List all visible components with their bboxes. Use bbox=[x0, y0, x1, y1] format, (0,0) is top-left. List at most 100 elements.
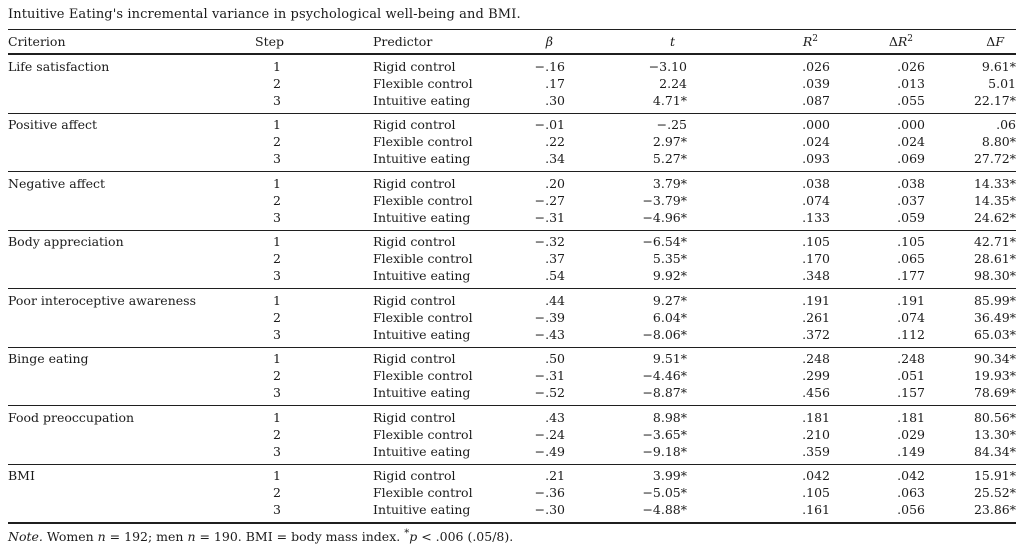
step-cell: 3 bbox=[255, 267, 373, 289]
predictor-cell: Intuitive eating bbox=[373, 501, 515, 524]
beta-cell: −.39 bbox=[534, 309, 565, 325]
beta-cell: .30 bbox=[515, 91, 565, 114]
delta-r2-cell: .248 bbox=[897, 351, 925, 366]
note-text: < .006 (.05/8). bbox=[417, 529, 514, 544]
beta-cell: .17 bbox=[545, 75, 565, 91]
col-header-delta-f: ΔF bbox=[925, 29, 1016, 55]
predictor-cell: Intuitive eating bbox=[373, 91, 515, 114]
table-row: 3 Intuitive eating −.43 −8.06* .372.112 65.03… bbox=[8, 325, 1016, 348]
predictor-cell: Intuitive eating bbox=[373, 267, 515, 289]
beta-cell: .22 bbox=[545, 134, 565, 149]
t-cell: 2.97* bbox=[652, 134, 687, 149]
r2-cell: .170 bbox=[802, 251, 830, 266]
table-row: Food preoccupation 1 Rigid control .43 8.98*… bbox=[8, 406, 1016, 426]
criterion-cell bbox=[8, 250, 255, 267]
table-row: 2 Flexible control −.31 −4.46* .299 .051 19.93… bbox=[8, 367, 1016, 384]
beta-cell: .34 bbox=[515, 150, 565, 172]
p-symbol: p bbox=[409, 529, 418, 544]
beta-cell: −.24 bbox=[534, 426, 565, 442]
r2-cell: .181 bbox=[802, 409, 830, 425]
beta-cell: .44 bbox=[545, 292, 565, 308]
beta-cell: .54 bbox=[515, 267, 565, 289]
predictor-cell: Intuitive eating bbox=[373, 325, 515, 348]
r2-cell: .087 bbox=[687, 91, 830, 114]
delta-r2-cell: .063 bbox=[897, 485, 925, 500]
step-cell: 2 bbox=[273, 251, 281, 266]
predictor-cell: Flexible control bbox=[373, 134, 473, 149]
t-cell: −.25 bbox=[656, 117, 687, 132]
delta-r2-cell: .029 bbox=[897, 426, 925, 442]
delta-f-cell: 9.61* bbox=[981, 58, 1016, 74]
criterion-cell: Positive affect bbox=[8, 117, 98, 132]
beta-cell: .50 bbox=[545, 351, 565, 366]
criterion-cell bbox=[8, 91, 255, 114]
delta-r2-cell: .013 bbox=[897, 75, 925, 91]
r2-cell: .038 bbox=[802, 175, 830, 191]
header-row: Criterion Step Predictor β t R2 ΔR2 ΔF bbox=[8, 29, 1016, 55]
delta-f-cell: 15.91* bbox=[973, 468, 1016, 483]
criterion-cell bbox=[8, 325, 255, 348]
criterion-cell bbox=[8, 309, 255, 326]
t-cell: 9.92* bbox=[565, 267, 687, 289]
predictor-cell: Intuitive eating bbox=[373, 208, 515, 231]
step-cell: 1 bbox=[273, 175, 281, 191]
criterion-cell bbox=[8, 208, 255, 231]
criterion-cell bbox=[8, 484, 255, 501]
beta-cell: .37 bbox=[545, 251, 565, 266]
t-cell: −4.96* bbox=[565, 208, 687, 231]
beta-cell: .20 bbox=[545, 175, 565, 191]
t-cell: −3.79* bbox=[642, 192, 687, 208]
note-text: Women bbox=[42, 529, 98, 544]
t-cell: −3.65* bbox=[642, 426, 687, 442]
t-cell: 9.51* bbox=[652, 351, 687, 366]
criterion-cell: Poor interoceptive awareness bbox=[8, 292, 196, 308]
r2-cell: .348 bbox=[687, 267, 830, 289]
table-row: 3 Intuitive eating .34 5.27* .093.069 27.72* bbox=[8, 150, 1016, 172]
predictor-cell: Intuitive eating bbox=[373, 384, 515, 406]
table-row: 3 Intuitive eating −.30 −4.88* .161.056 23.86… bbox=[8, 501, 1016, 524]
r2-cell: .093 bbox=[687, 150, 830, 172]
beta-cell: −.43 bbox=[515, 325, 565, 348]
t-cell: −3.10 bbox=[648, 58, 687, 74]
predictor-cell: Intuitive eating bbox=[373, 150, 515, 172]
table-row: 2 Flexible control .17 2.24 .039 .013 5.01 bbox=[8, 75, 1016, 92]
table-row: Binge eating 1 Rigid control .50 9.51* .248 .2… bbox=[8, 347, 1016, 367]
table-row: BMI 1 Rigid control .21 3.99* .042 .042 15.91* bbox=[8, 464, 1016, 484]
r2-cell: .039 bbox=[802, 75, 830, 91]
step-cell: 3 bbox=[255, 208, 373, 231]
criterion-cell: Food preoccupation bbox=[8, 409, 135, 425]
r2-cell: .074 bbox=[802, 192, 830, 208]
step-cell: 1 bbox=[273, 58, 281, 74]
step-cell: 1 bbox=[273, 292, 281, 308]
note-text: = 192; men bbox=[105, 529, 188, 544]
step-cell: 2 bbox=[273, 368, 281, 383]
r2-cell: .191 bbox=[802, 292, 830, 308]
criterion-cell: BMI bbox=[8, 468, 35, 483]
delta-f-cell: 85.99* bbox=[973, 292, 1016, 308]
criterion-cell bbox=[8, 426, 255, 443]
beta-cell: .21 bbox=[545, 468, 565, 483]
r2-superscript: 2 bbox=[907, 33, 913, 44]
table-row: Body appreciation 1 Rigid control −.32 −6.54… bbox=[8, 230, 1016, 250]
beta-cell: −.31 bbox=[515, 208, 565, 231]
delta-symbol: Δ bbox=[888, 34, 898, 49]
predictor-cell: Rigid control bbox=[373, 117, 456, 132]
step-cell: 2 bbox=[273, 134, 281, 149]
criterion-cell: Body appreciation bbox=[8, 234, 124, 249]
t-cell: −6.54* bbox=[642, 234, 687, 249]
r2-cell: .042 bbox=[802, 468, 830, 483]
delta-f-cell: 8.80* bbox=[981, 134, 1016, 149]
criterion-cell bbox=[8, 133, 255, 150]
step-cell: 2 bbox=[273, 309, 281, 325]
delta-r2-cell: .038 bbox=[897, 175, 925, 191]
delta-r2-cell: .042 bbox=[897, 468, 925, 483]
predictor-cell: Flexible control bbox=[373, 426, 473, 442]
delta-r2-cell: .059 bbox=[830, 208, 925, 231]
table-row: 2 Flexible control −.36 −5.05* .105 .063 25.52… bbox=[8, 484, 1016, 501]
step-cell: 3 bbox=[255, 91, 373, 114]
t-cell: 8.98* bbox=[652, 409, 687, 425]
table-row: Life satisfaction 1 Rigid control −.16 −3.10… bbox=[8, 54, 1016, 75]
delta-f-cell: 19.93* bbox=[973, 368, 1016, 383]
delta-r2-cell: .024 bbox=[897, 134, 925, 149]
delta-f-cell: 14.33* bbox=[973, 175, 1016, 191]
